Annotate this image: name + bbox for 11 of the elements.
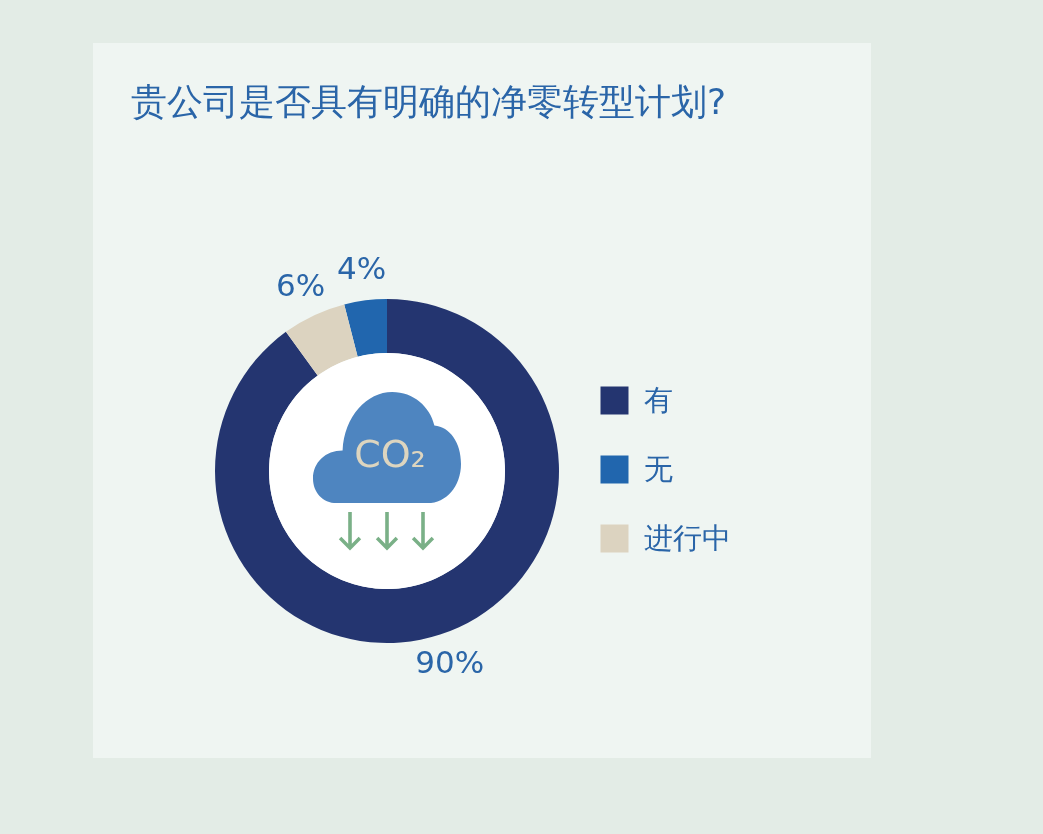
legend-label: 有 <box>644 382 673 417</box>
donut-slice <box>344 299 387 357</box>
legend-label: 进行中 <box>644 520 731 555</box>
data-label: 4% <box>336 249 387 286</box>
text: CO₂ <box>354 432 426 476</box>
donut-slice <box>285 304 358 376</box>
chart-title: 贵公司是否具有明确的净零转型计划? <box>131 81 727 122</box>
legend-label: 无 <box>644 451 673 486</box>
donut-slice <box>215 299 559 643</box>
data-label: 6% <box>275 267 326 304</box>
data-label: 90% <box>415 644 485 681</box>
